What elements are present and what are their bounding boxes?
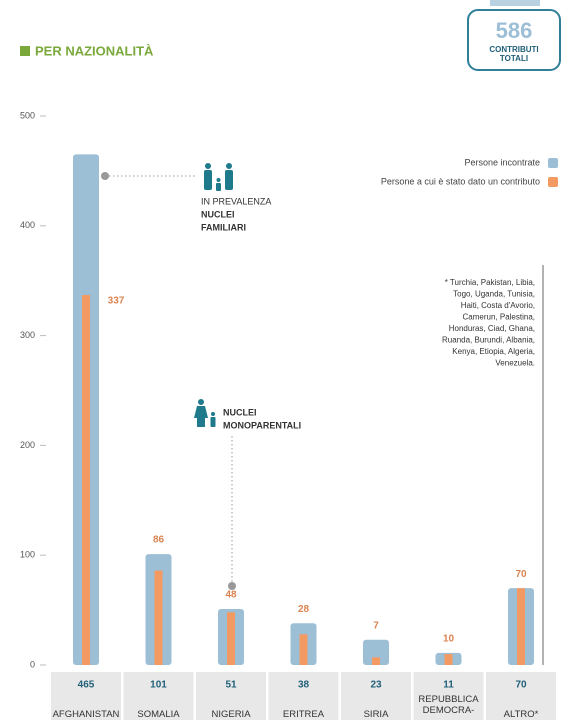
value-label: 7	[373, 620, 379, 631]
count-box	[413, 672, 484, 720]
footnote-line: Kenya, Etiopia, Algeria,	[452, 347, 535, 356]
legend-swatch	[548, 158, 558, 168]
y-tick-label: 100	[20, 550, 35, 560]
annotation-dot	[228, 582, 236, 590]
value-label: 28	[298, 604, 310, 615]
family-icon	[204, 163, 233, 191]
count-label: 51	[225, 680, 237, 691]
footnote-line: Camerun, Palestina,	[463, 313, 535, 322]
footnote-line: Togo, Uganda, Tunisia,	[453, 290, 535, 299]
annotation-text: FAMILIARI	[201, 222, 246, 232]
count-box	[486, 672, 556, 720]
total-box	[467, 9, 561, 71]
chart-title: PER NAZIONALITÀ	[35, 43, 154, 58]
category-label: NIGERIA	[211, 709, 251, 720]
count-box	[268, 672, 339, 720]
count-box	[341, 672, 411, 720]
count-box	[123, 672, 194, 720]
total-label: CONTRIBUTI	[489, 45, 538, 54]
y-tick-label: 0	[30, 659, 35, 669]
single-parent-icon	[194, 399, 216, 427]
annotation-text: IN PREVALENZA	[201, 196, 271, 206]
count-label: 11	[443, 680, 454, 691]
category-label: SOMALIA	[137, 709, 180, 720]
category-label: AFGHANISTAN	[52, 709, 120, 720]
count-box	[196, 672, 266, 720]
category-label: REPUBBLICA DEMOCRA-	[418, 694, 479, 716]
title-marker	[20, 46, 30, 56]
bar	[444, 654, 453, 665]
annotation-text: NUCLEI	[201, 209, 235, 219]
total-label: TOTALI	[500, 54, 528, 63]
annotation-text: MONOPARENTALI	[223, 420, 301, 430]
annotation-text: NUCLEI	[223, 407, 257, 417]
footnote-line: Honduras, Ciad, Ghana,	[449, 324, 535, 333]
footnote-line: Haiti, Costa d'Avorio,	[461, 301, 535, 310]
count-label: 70	[515, 680, 527, 691]
count-label: 465	[78, 680, 95, 691]
category-label: ALTRO*	[503, 709, 539, 720]
bar	[517, 588, 525, 665]
box-tab	[490, 0, 540, 6]
value-label: 70	[515, 569, 527, 580]
count-label: 101	[150, 680, 167, 691]
bar	[363, 639, 389, 665]
count-box	[51, 672, 121, 720]
category-label: ERITREA	[282, 709, 325, 720]
y-tick-label: 500	[20, 110, 35, 120]
footnote-line: Venezuela.	[495, 359, 535, 368]
bar	[299, 634, 308, 665]
total-value: 586	[496, 18, 533, 43]
value-label: 48	[225, 590, 237, 601]
value-label: 337	[108, 296, 125, 307]
bar	[82, 294, 90, 665]
value-label: 86	[153, 535, 165, 546]
value-label: 10	[443, 634, 455, 645]
footnote-line: Ruanda, Burundi, Albania,	[442, 336, 535, 345]
legend-label: Persone incontrate	[464, 157, 540, 167]
count-label: 23	[370, 680, 382, 691]
bar	[154, 570, 163, 665]
y-tick-label: 200	[20, 440, 35, 450]
y-tick-label: 400	[20, 220, 35, 230]
footnote-line: * Turchia, Pakistan, Libia,	[445, 278, 535, 287]
legend-label: Persone a cui è stato dato un contributo	[381, 176, 540, 186]
legend-swatch	[548, 177, 558, 187]
annotation-dot	[101, 172, 109, 180]
y-tick-label: 300	[20, 330, 35, 340]
bar	[372, 657, 380, 665]
count-label: 38	[298, 680, 310, 691]
bar	[227, 612, 235, 665]
category-label: SIRIA	[363, 709, 389, 720]
